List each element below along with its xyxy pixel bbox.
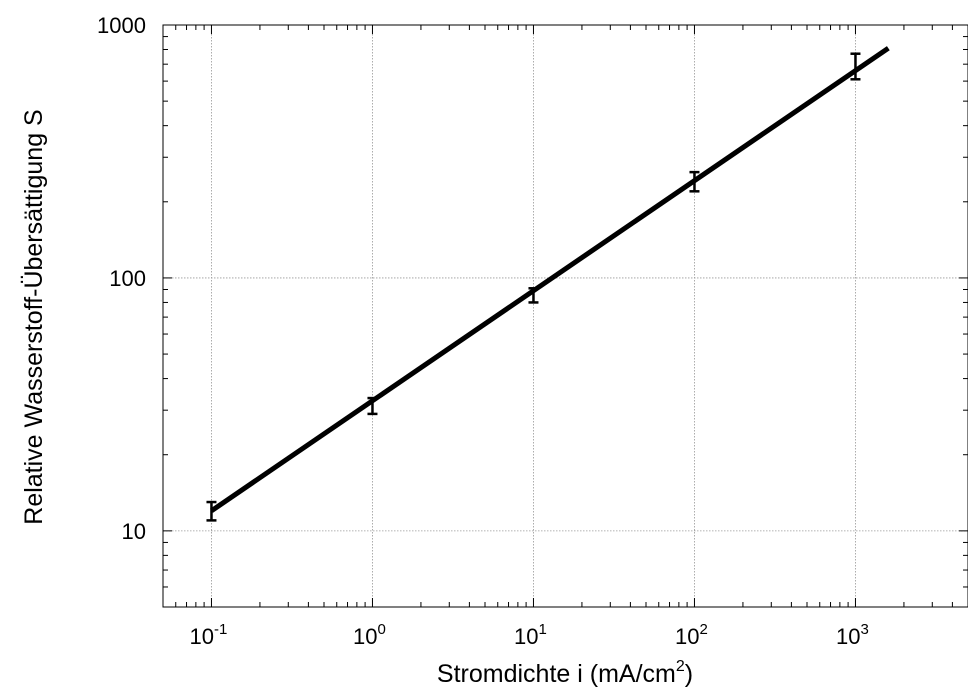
plot-frame bbox=[162, 24, 968, 608]
y-axis-title: Relative Wasserstoff-Übersättigung S bbox=[20, 109, 48, 524]
y-tick-label: 1000 bbox=[97, 13, 146, 38]
error-bar bbox=[206, 500, 217, 522]
x-tick-label: 103 bbox=[836, 621, 869, 649]
y-tick-label: 100 bbox=[109, 266, 146, 291]
x-tick-labels: 10-1 100 101 102 103 bbox=[190, 621, 869, 649]
error-bar bbox=[689, 170, 700, 193]
series-layer bbox=[206, 46, 890, 522]
error-bar bbox=[367, 396, 378, 416]
y-tick-labels: 10 100 1000 bbox=[97, 13, 146, 544]
x-tick-label: 100 bbox=[353, 621, 386, 649]
error-bar bbox=[850, 52, 861, 81]
minor-ticks bbox=[162, 24, 968, 608]
x-tick-label: 10-1 bbox=[190, 621, 228, 649]
x-axis-title: Stromdichte i (mA/cm2) bbox=[437, 658, 693, 688]
y-tick-label: 10 bbox=[122, 519, 146, 544]
x-tick-label: 102 bbox=[675, 621, 708, 649]
error-bar bbox=[528, 287, 539, 304]
x-tick-label: 101 bbox=[514, 621, 547, 649]
fit-line bbox=[210, 46, 890, 513]
grid-layer bbox=[163, 24, 968, 607]
